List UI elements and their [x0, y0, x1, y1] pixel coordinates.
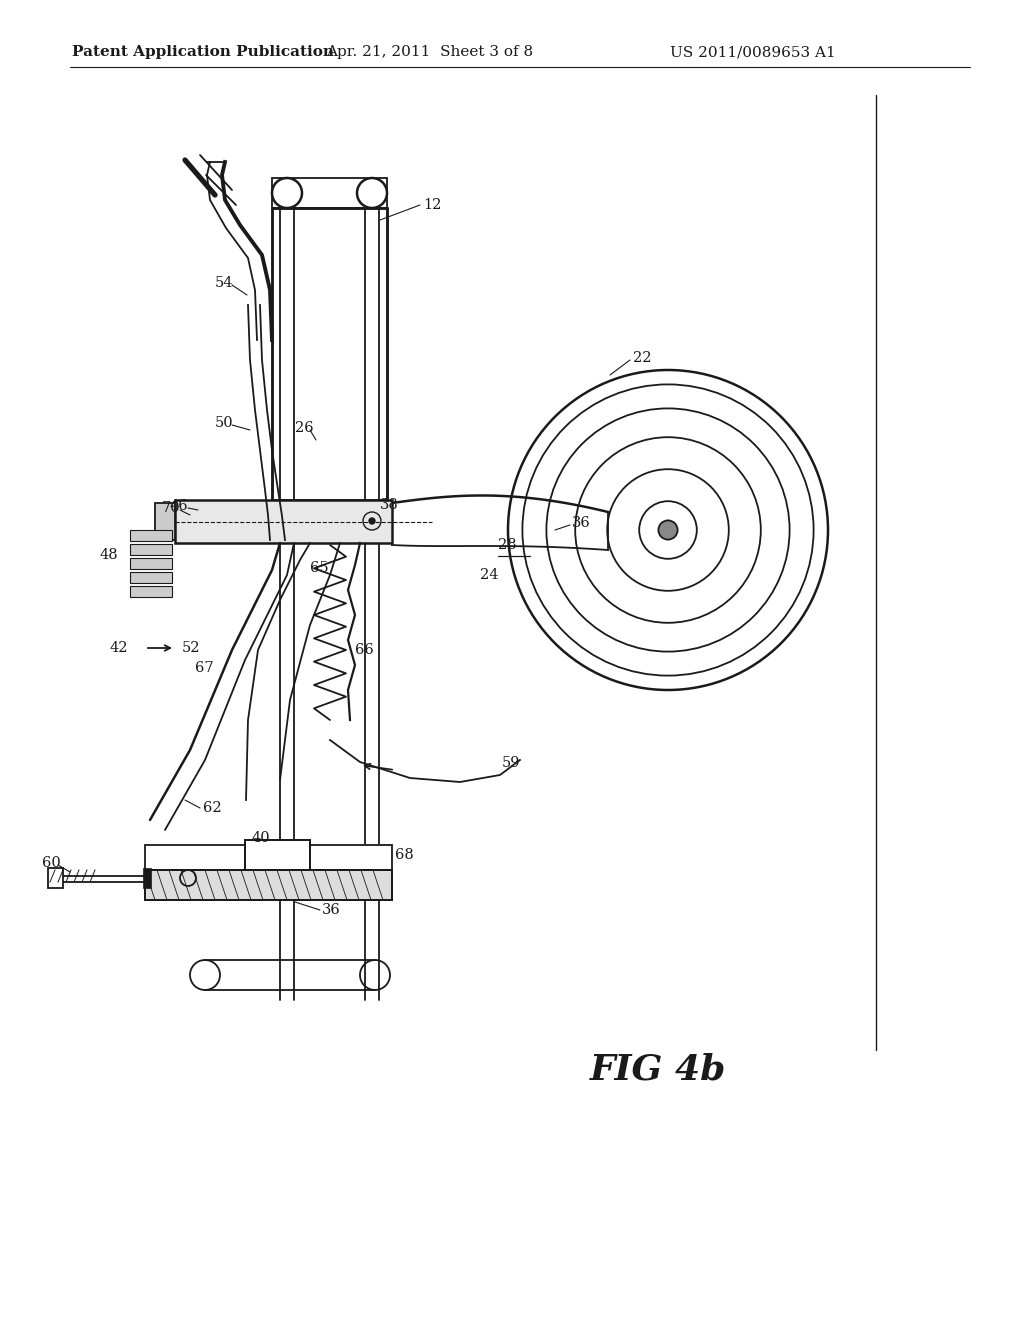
Text: 24: 24 — [480, 568, 499, 582]
Text: 68: 68 — [395, 847, 414, 862]
Text: 40: 40 — [252, 832, 270, 845]
Bar — [130, 586, 172, 597]
Bar — [48, 869, 63, 888]
Text: 36: 36 — [572, 516, 591, 531]
Text: 70: 70 — [162, 502, 180, 515]
Bar — [145, 870, 392, 900]
Text: 22: 22 — [633, 351, 651, 366]
Text: Apr. 21, 2011  Sheet 3 of 8: Apr. 21, 2011 Sheet 3 of 8 — [327, 45, 534, 59]
Text: 54: 54 — [215, 276, 233, 290]
Text: 26: 26 — [295, 421, 313, 436]
Bar — [145, 845, 392, 870]
Text: Patent Application Publication: Patent Application Publication — [72, 45, 334, 59]
Text: 52: 52 — [182, 642, 201, 655]
Circle shape — [369, 517, 375, 524]
Bar — [245, 840, 310, 870]
Text: 38: 38 — [380, 498, 398, 512]
Text: 66: 66 — [355, 643, 374, 657]
Text: 46: 46 — [170, 499, 188, 513]
Text: 67: 67 — [195, 661, 214, 675]
Bar — [245, 840, 310, 870]
Text: 59: 59 — [502, 756, 520, 770]
Text: 65: 65 — [310, 561, 329, 576]
Text: 42: 42 — [110, 642, 128, 655]
Bar — [272, 209, 387, 500]
Bar — [155, 503, 175, 540]
Text: 12: 12 — [423, 198, 441, 213]
Text: 36: 36 — [322, 903, 341, 917]
Text: 28: 28 — [498, 539, 517, 552]
Bar — [130, 531, 172, 541]
Text: 62: 62 — [203, 801, 221, 814]
Text: 50: 50 — [215, 416, 233, 430]
Bar — [130, 558, 172, 569]
Text: US 2011/0089653 A1: US 2011/0089653 A1 — [670, 45, 836, 59]
Text: 60: 60 — [42, 855, 60, 870]
Circle shape — [658, 520, 678, 540]
Text: 48: 48 — [100, 548, 119, 562]
Text: FIG 4b: FIG 4b — [590, 1053, 726, 1086]
Bar — [130, 572, 172, 583]
Bar — [130, 544, 172, 554]
Bar — [143, 869, 151, 888]
Bar — [175, 500, 392, 543]
Bar — [272, 178, 387, 209]
